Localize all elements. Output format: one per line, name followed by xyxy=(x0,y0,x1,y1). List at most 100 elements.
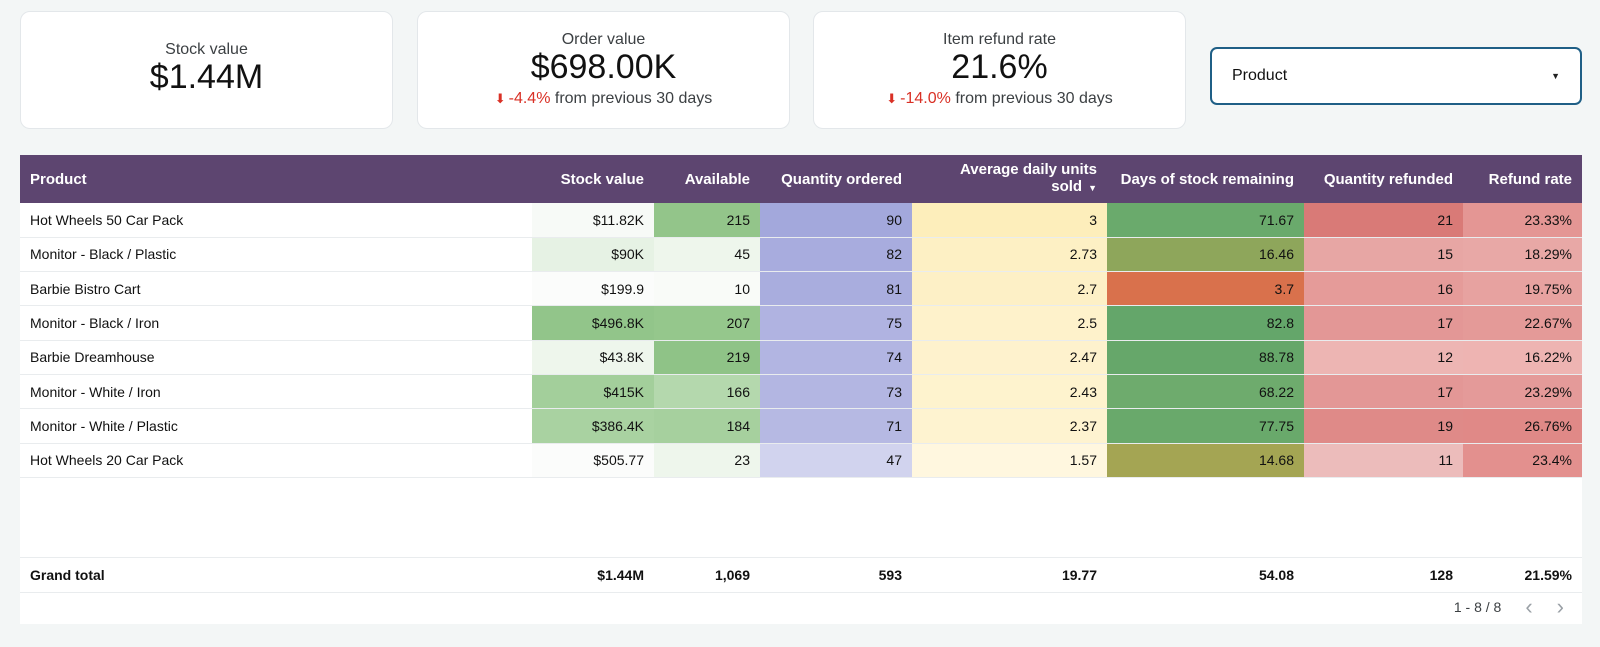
product-name-cell: Hot Wheels 50 Car Pack xyxy=(20,203,532,238)
card-delta: ⬇ -4.4% from previous 30 days xyxy=(418,90,789,108)
table-row[interactable]: Hot Wheels 50 Car Pack $11.82K 215 90 3 71.67… xyxy=(20,203,1582,238)
table-cell: 3 xyxy=(912,203,1107,238)
table-cell: 68.22 xyxy=(1107,374,1304,410)
table-cell: 73 xyxy=(760,374,912,410)
table-row[interactable]: Barbie Dreamhouse $43.8K 219 74 2.47 88.78 12 1… xyxy=(20,340,1582,375)
total-cell: 21.59% xyxy=(1463,557,1582,593)
table-row[interactable]: Monitor - White / Plastic $386.4K 184 71 2.3… xyxy=(20,408,1582,444)
table-cell: 17 xyxy=(1304,305,1463,341)
table-cell: 82.8 xyxy=(1107,305,1304,341)
column-header-product[interactable]: Product xyxy=(30,170,87,188)
table-cell: 45 xyxy=(654,237,760,273)
table-cell: 12 xyxy=(1304,340,1463,375)
table-cell: 3.7 xyxy=(1107,271,1304,307)
grand-total-row: Grand total $1.44M 1,069 593 19.77 54.08… xyxy=(20,557,1582,593)
total-cell: 1,069 xyxy=(654,557,760,593)
card-value: 21.6% xyxy=(951,48,1048,86)
pagination: 1 - 8 / 8 ‹ › xyxy=(1453,594,1564,619)
product-name-cell: Hot Wheels 20 Car Pack xyxy=(20,443,532,478)
table-cell: 82 xyxy=(760,237,912,273)
table-cell: 22.67% xyxy=(1463,305,1582,341)
product-name-cell: Barbie Dreamhouse xyxy=(20,340,532,375)
column-header-days-of-stock-remaining[interactable]: Days of stock remaining xyxy=(1120,170,1294,188)
table-row[interactable]: Barbie Bistro Cart $199.9 10 81 2.7 3.7 16 19.7… xyxy=(20,271,1582,307)
table-cell: 2.47 xyxy=(912,340,1107,375)
table-cell: $415K xyxy=(532,374,654,410)
total-cell: 19.77 xyxy=(912,557,1107,593)
total-cell: 593 xyxy=(760,557,912,593)
table-cell: 16.22% xyxy=(1463,340,1582,375)
column-header-quantity-refunded[interactable]: Quantity refunded xyxy=(1323,170,1453,188)
table-cell: 215 xyxy=(654,203,760,238)
caret-down-icon: ▼ xyxy=(1551,71,1560,81)
page-range: 1 - 8 / 8 xyxy=(1453,599,1502,615)
table-cell: 23 xyxy=(654,443,760,478)
table-row[interactable]: Monitor - White / Iron $415K 166 73 2.43 68.2… xyxy=(20,374,1582,410)
table-cell: 81 xyxy=(760,271,912,307)
table-cell: 219 xyxy=(654,340,760,375)
table-cell: 1.57 xyxy=(912,443,1107,478)
table-cell: 10 xyxy=(654,271,760,307)
total-cell: $1.44M xyxy=(532,557,654,593)
empty-space xyxy=(20,477,1582,558)
table-cell: 166 xyxy=(654,374,760,410)
table-cell: 16.46 xyxy=(1107,237,1304,273)
table-cell: 23.4% xyxy=(1463,443,1582,478)
card-delta: ⬇ -14.0% from previous 30 days xyxy=(814,90,1185,108)
delta-text: from previous 30 days xyxy=(955,90,1113,108)
product-name-cell: Monitor - Black / Plastic xyxy=(20,237,532,273)
delta-text: from previous 30 days xyxy=(554,90,713,108)
table-cell: 47 xyxy=(760,443,912,478)
column-header-average-daily-units-sold[interactable]: Average daily units sold ▼ xyxy=(912,155,1107,203)
table-cell: $496.8K xyxy=(532,305,654,341)
card-value: $1.44M xyxy=(149,58,264,96)
product-table: Product Stock value Available Quantity o… xyxy=(20,155,1582,624)
table-cell: 18.29% xyxy=(1463,237,1582,273)
table-cell: 26.76% xyxy=(1463,408,1582,444)
table-cell: $386.4K xyxy=(532,408,654,444)
table-cell: $199.9 xyxy=(532,271,654,307)
column-header-quantity-ordered[interactable]: Quantity ordered xyxy=(781,170,902,188)
table-cell: $90K xyxy=(532,237,654,273)
table-cell: $505.77 xyxy=(532,443,654,478)
table-row[interactable]: Hot Wheels 20 Car Pack $505.77 23 47 1.57 14.… xyxy=(20,443,1582,478)
product-filter-dropdown[interactable]: Product ▼ xyxy=(1210,47,1582,105)
column-header-available[interactable]: Available xyxy=(684,170,750,188)
product-name-cell: Monitor - White / Plastic xyxy=(20,408,532,444)
product-name-cell: Monitor - Black / Iron xyxy=(20,305,532,341)
total-cell: 54.08 xyxy=(1107,557,1304,593)
product-name-cell: Barbie Bistro Cart xyxy=(20,271,532,307)
column-header-refund-rate[interactable]: Refund rate xyxy=(1488,170,1572,188)
table-row[interactable]: Monitor - Black / Iron $496.8K 207 75 2.5 82.… xyxy=(20,305,1582,341)
table-cell: $11.82K xyxy=(532,203,654,238)
table-cell: 14.68 xyxy=(1107,443,1304,478)
table-cell: 184 xyxy=(654,408,760,444)
card-value: $698.00K xyxy=(530,48,677,86)
table-cell: 71.67 xyxy=(1107,203,1304,238)
delta-value: -4.4% xyxy=(508,90,551,108)
table-cell: 19.75% xyxy=(1463,271,1582,307)
table-cell: 90 xyxy=(760,203,912,238)
delta-value: -14.0% xyxy=(900,90,951,108)
table-cell: 23.29% xyxy=(1463,374,1582,410)
table-cell: 88.78 xyxy=(1107,340,1304,375)
table-cell: 2.73 xyxy=(912,237,1107,273)
table-cell: 16 xyxy=(1304,271,1463,307)
header-row: Product Stock value Available Quantity o… xyxy=(20,155,1582,203)
column-header-stock-value[interactable]: Stock value xyxy=(560,170,644,188)
table-cell: 23.33% xyxy=(1463,203,1582,238)
table-cell: 77.75 xyxy=(1107,408,1304,444)
table-cell: 207 xyxy=(654,305,760,341)
table-cell: 11 xyxy=(1304,443,1463,478)
table-cell: 2.37 xyxy=(912,408,1107,444)
table-cell: 71 xyxy=(760,408,912,444)
table-cell: 75 xyxy=(760,305,912,341)
table-cell: 74 xyxy=(760,340,912,375)
total-label: Grand total xyxy=(20,557,532,593)
prev-page-button[interactable]: ‹ xyxy=(1525,594,1533,619)
table-cell: 19 xyxy=(1304,408,1463,444)
arrow-down-icon: ⬇ xyxy=(886,91,898,107)
table-row[interactable]: Monitor - Black / Plastic $90K 45 82 2.73 16.… xyxy=(20,237,1582,273)
card-label: Order value xyxy=(561,31,646,48)
next-page-button[interactable]: › xyxy=(1556,594,1564,619)
